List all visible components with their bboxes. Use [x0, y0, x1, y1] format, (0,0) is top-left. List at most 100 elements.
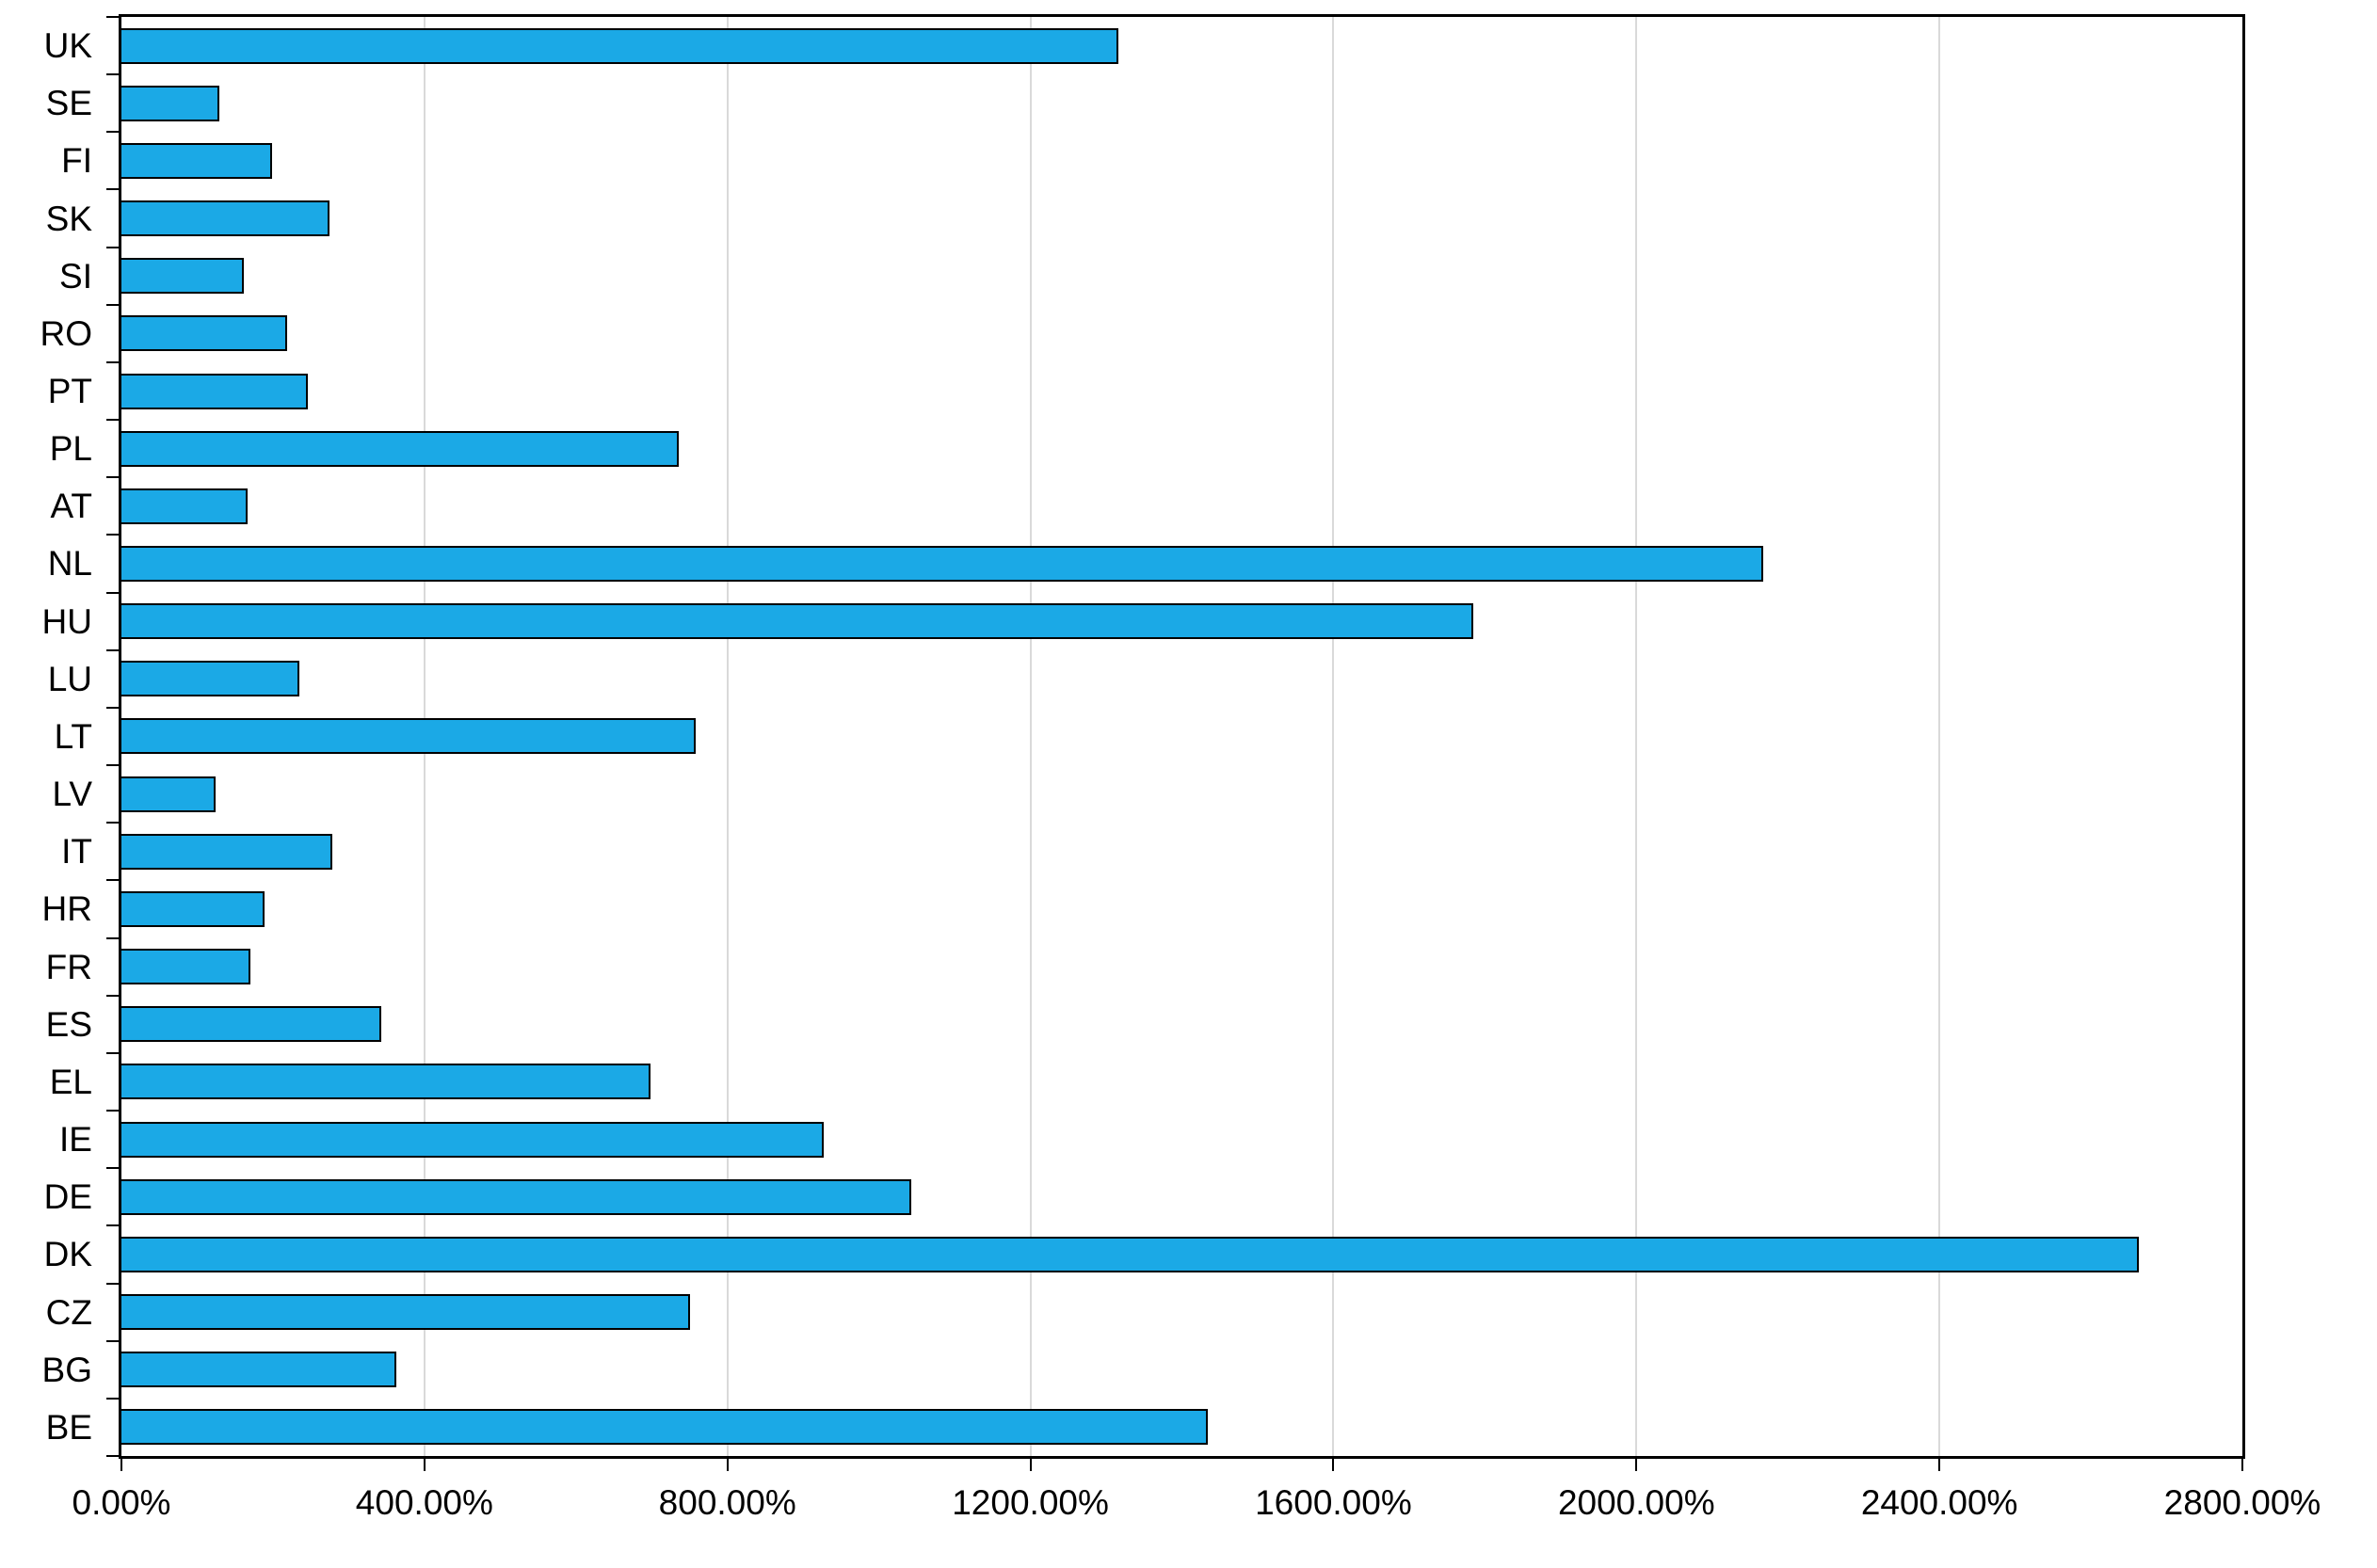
y-axis-tick	[106, 764, 119, 767]
bar-HR	[121, 890, 265, 927]
bar-IT	[121, 833, 333, 870]
y-axis-label-FI: FI	[61, 141, 92, 181]
bar-DE	[121, 1178, 911, 1215]
bar-ES	[121, 1006, 381, 1043]
bar-SE	[121, 85, 220, 121]
y-axis-label-RO: RO	[40, 313, 93, 353]
bar-EL	[121, 1064, 651, 1100]
bar-row-LT	[121, 708, 2242, 765]
bar-SI	[121, 258, 244, 295]
bar-row-CZ	[121, 1283, 2242, 1340]
bar-row-HU	[121, 593, 2242, 650]
y-axis-label-PL: PL	[49, 429, 92, 469]
y-axis-label-DE: DE	[43, 1177, 92, 1217]
y-axis-tick	[106, 591, 119, 594]
bar-RO	[121, 315, 287, 352]
y-axis-tick	[106, 1110, 119, 1112]
bar-row-EL	[121, 1053, 2242, 1111]
bar-row-SK	[121, 189, 2242, 247]
y-axis-tick	[106, 1339, 119, 1342]
x-axis-label-0: 0.00%	[72, 1483, 171, 1522]
y-axis-tick	[106, 879, 119, 882]
y-axis-label-HU: HU	[41, 601, 92, 641]
bar-row-SE	[121, 74, 2242, 132]
y-axis-label-BE: BE	[45, 1407, 92, 1447]
y-axis-label-AT: AT	[50, 487, 92, 526]
bar-row-DK	[121, 1225, 2242, 1283]
bar-AT	[121, 488, 248, 524]
y-axis-tick	[106, 73, 119, 76]
bar-LV	[121, 776, 217, 812]
bar-NL	[121, 545, 1764, 582]
x-axis-tick-2000	[1635, 1459, 1638, 1471]
y-axis-tick	[106, 1167, 119, 1170]
y-axis-label-LT: LT	[54, 716, 92, 756]
x-axis-label-1200: 1200.00%	[952, 1483, 1109, 1522]
y-axis-tick	[106, 1224, 119, 1227]
bar-row-PT	[121, 362, 2242, 420]
y-axis-tick	[106, 1051, 119, 1054]
bar-HU	[121, 603, 1473, 640]
bar-row-FI	[121, 132, 2242, 189]
x-axis-tick-0	[120, 1459, 122, 1471]
y-axis-label-SE: SE	[45, 84, 92, 123]
bar-row-BG	[121, 1341, 2242, 1399]
bar-SK	[121, 200, 329, 237]
y-axis-label-EL: EL	[49, 1062, 92, 1101]
bar-FR	[121, 949, 251, 985]
y-axis-tick	[106, 360, 119, 363]
bar-row-ES	[121, 996, 2242, 1053]
bar-DK	[121, 1236, 2140, 1272]
bar-LU	[121, 661, 299, 697]
y-axis-tick	[106, 648, 119, 651]
x-axis-tick-1600	[1332, 1459, 1335, 1471]
x-axis-tick-1200	[1029, 1459, 1032, 1471]
x-axis-label-2400: 2400.00%	[1860, 1483, 2018, 1522]
x-axis-label-2800: 2800.00%	[2163, 1483, 2321, 1522]
y-axis: UK SE FI SK SI RO PT PL AT NL HU LU LT LV IT HR FR ES EL IE…	[0, 17, 105, 1456]
y-axis-label-ES: ES	[45, 1004, 92, 1044]
y-axis-tick	[106, 822, 119, 824]
y-axis-tick	[106, 419, 119, 422]
x-axis-label-800: 800.00%	[658, 1483, 796, 1522]
x-axis-tick-2800	[2241, 1459, 2243, 1471]
y-axis-label-SK: SK	[45, 199, 92, 238]
y-axis-tick	[106, 994, 119, 997]
y-axis-label-LV: LV	[52, 775, 92, 814]
x-axis-tick-800	[726, 1459, 729, 1471]
y-axis-label-IE: IE	[59, 1120, 92, 1160]
bar-row-LU	[121, 650, 2242, 708]
y-axis-tick	[106, 303, 119, 306]
y-axis-label-LU: LU	[47, 659, 92, 698]
bar-row-DE	[121, 1168, 2242, 1225]
y-axis-label-IT: IT	[61, 832, 92, 872]
bar-row-BE	[121, 1399, 2242, 1456]
bar-row-RO	[121, 305, 2242, 362]
bar-IE	[121, 1121, 825, 1158]
y-axis-label-NL: NL	[47, 544, 92, 584]
y-axis-tick	[106, 706, 119, 709]
y-axis-tick	[106, 1397, 119, 1400]
y-axis-tick	[106, 131, 119, 134]
gridline-2400	[1938, 17, 1941, 1456]
x-axis-tick-2400	[1938, 1459, 1941, 1471]
bar-row-HR	[121, 880, 2242, 937]
bar-BE	[121, 1409, 1209, 1446]
bar-row-UK	[121, 17, 2242, 74]
y-axis-label-CZ: CZ	[45, 1292, 92, 1332]
bar-row-NL	[121, 535, 2242, 592]
y-axis-tick	[106, 16, 119, 18]
bar-PL	[121, 430, 679, 467]
y-axis-label-BG: BG	[41, 1350, 92, 1389]
bar-FI	[121, 142, 272, 179]
bar-row-IT	[121, 823, 2242, 880]
gridline-800	[726, 17, 729, 1456]
gridline-2000	[1635, 17, 1638, 1456]
bar-row-FR	[121, 938, 2242, 996]
y-axis-tick	[106, 188, 119, 191]
y-axis-label-SI: SI	[59, 256, 92, 296]
x-axis-label-2000: 2000.00%	[1557, 1483, 1715, 1522]
y-axis-tick	[106, 534, 119, 536]
y-axis-label-HR: HR	[41, 889, 92, 929]
